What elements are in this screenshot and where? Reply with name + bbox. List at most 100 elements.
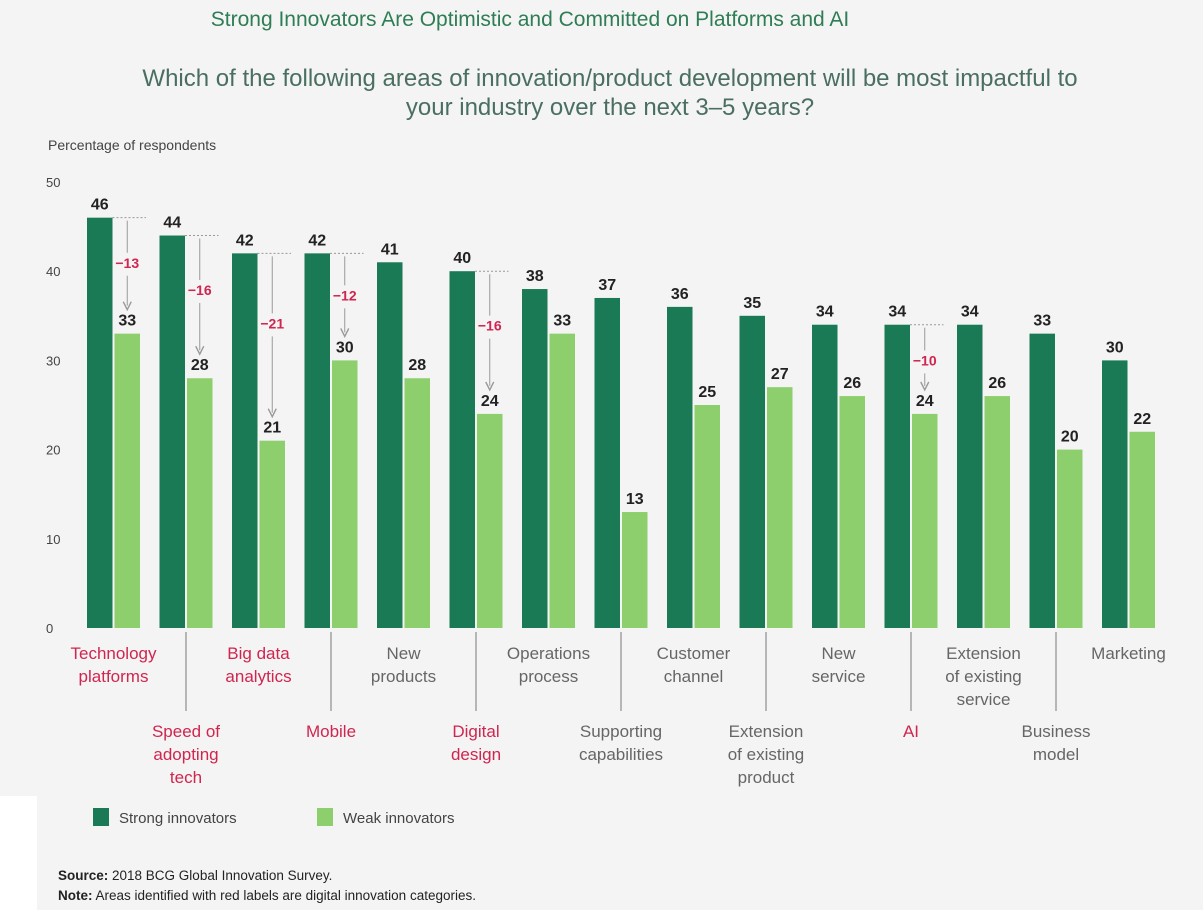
note-label: Note: [58,888,93,903]
category-label-line: Business [1022,722,1091,741]
chart-subtitle: Which of the following areas of innovati… [40,64,1180,122]
strong-value-label: 42 [236,232,254,249]
weak-value-label: 20 [1061,429,1079,446]
strong-bar [1102,360,1128,628]
strong-value-label: 41 [381,241,399,258]
strong-bar [232,253,258,629]
note-text: Areas identified with red labels are dig… [92,888,476,903]
chart-title: Strong Innovators Are Optimistic and Com… [210,8,850,31]
legend-label-weak: Weak innovators [343,810,454,827]
strong-bar [812,324,838,628]
category-label-line: platforms [79,667,149,686]
strong-bar [1029,333,1055,628]
gap-value-label: −16 [188,282,212,298]
category-label-line: adopting [153,745,218,764]
weak-value-label: 33 [118,313,136,330]
weak-bar [114,333,140,628]
strong-value-label: 44 [163,215,181,232]
category-label-line: AI [903,722,919,741]
category-label-line: Marketing [1091,644,1166,663]
strong-bar [304,253,330,629]
category-label-line: Technology [70,644,157,663]
weak-value-label: 24 [916,393,934,410]
y-tick-label: 0 [46,621,53,636]
strong-value-label: 34 [816,304,834,321]
category-label: Business model [1022,722,1091,764]
footer: Source: 2018 BCG Global Innovation Surve… [58,866,1158,906]
gap-arrowhead [340,328,350,338]
category-label: New products [371,644,436,686]
category-label-line: New [386,644,421,663]
strong-bar [957,324,983,628]
strong-value-label: 42 [308,232,326,249]
source-text: 2018 BCG Global Innovation Survey. [108,868,333,883]
category-label: Digital design [451,722,501,764]
weak-value-label: 22 [1133,411,1151,428]
weak-value-label: 27 [771,366,789,383]
y-tick-label: 30 [46,353,60,368]
category-label-line: model [1033,745,1079,764]
strong-bar [377,262,403,628]
note-line: Note: Areas identified with red labels a… [58,886,1158,906]
y-tick-label: 20 [46,443,60,458]
category-label-line: tech [170,768,202,787]
strong-value-label: 34 [961,304,979,321]
strong-value-label: 40 [453,250,471,267]
weak-bar [912,413,938,628]
weak-value-label: 26 [988,375,1006,392]
category-label-line: Operations [507,644,590,663]
gap-value-label: −12 [333,287,357,303]
bar-chart: Percentage of respondents 0 10 20 30 40 50 46 33… [46,137,1166,827]
gap-value-label: −10 [913,352,937,368]
category-label-line: service [812,667,866,686]
strong-value-label: 46 [91,197,109,214]
category-label-line: of existing [945,667,1022,686]
category-label-line: Big data [227,644,290,663]
weak-bar [332,360,358,628]
weak-value-label: 28 [191,357,209,374]
category-label: Supporting capabilities [579,722,663,764]
gap-value-label: −16 [478,318,502,334]
weak-value-label: 21 [263,420,281,437]
gap-arrowhead [920,381,930,392]
category-label: New service [812,644,866,686]
weak-bar [1057,449,1083,628]
gap-arrowhead [122,301,132,312]
gap-arrowhead [485,381,495,392]
strong-value-label: 36 [671,286,689,303]
weak-value-label: 28 [408,357,426,374]
category-label-line: channel [664,667,724,686]
category-label-line: design [451,745,501,764]
weak-bar [694,405,720,628]
strong-bar [594,297,620,628]
strong-value-label: 37 [598,277,616,294]
weak-bar [839,396,865,628]
legend-label-strong: Strong innovators [119,810,237,827]
legend-swatch-weak [317,808,333,826]
gap-arrowhead [195,345,205,356]
gap-value-label: −21 [260,315,284,331]
strong-value-label: 30 [1106,339,1124,356]
category-label-line: analytics [225,667,291,686]
category-label: Technology platforms [70,644,157,686]
weak-bar [477,413,503,628]
category-label: Operations process [507,644,590,686]
strong-bar [739,315,765,628]
subtitle-line-1: Which of the following areas of innovati… [142,65,1078,92]
strong-value-label: 35 [743,295,761,312]
weak-value-label: 13 [626,491,644,508]
weak-bar [549,333,575,628]
category-label: Customer channel [657,644,731,686]
category-label-line: product [738,768,795,787]
source-label: Source: [58,868,109,883]
strong-value-label: 33 [1033,313,1051,330]
weak-bar [984,396,1010,628]
strong-bar [667,306,693,628]
weak-bar [404,378,430,628]
gap-arrowhead [267,408,277,419]
category-label: AI [903,722,919,741]
category-label-line: Mobile [306,722,356,741]
source-line: Source: 2018 BCG Global Innovation Surve… [58,866,1158,886]
weak-bar [622,512,648,628]
